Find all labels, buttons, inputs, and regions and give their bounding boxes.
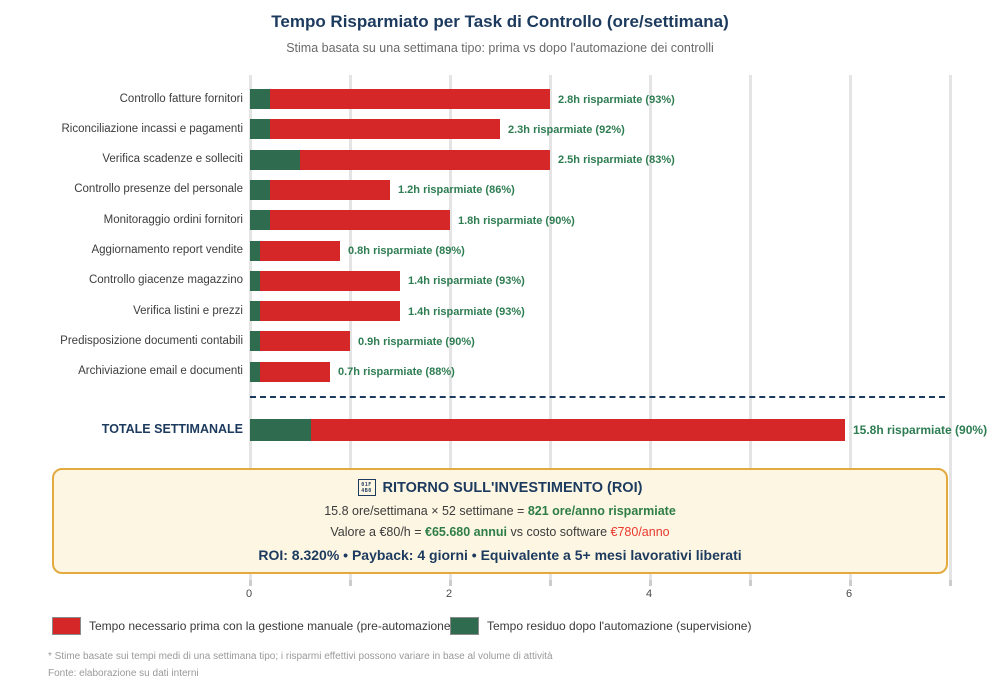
x-tickmark — [949, 580, 952, 586]
category-label: Aggiornamento report vendite — [91, 244, 243, 256]
category-label: Verifica listini e prezzi — [133, 304, 243, 317]
bar-annotation: 2.5h risparmiate (83%) — [558, 154, 675, 167]
bar-annotation: 1.4h risparmiate (93%) — [408, 305, 525, 318]
category-label: Archiviazione email e documenti — [78, 365, 243, 378]
category-label: Predisposizione documenti contabili — [60, 334, 243, 347]
roi-hours-highlight: 821 ore/anno risparmiate — [527, 503, 676, 518]
total-residual-segment — [250, 419, 311, 441]
x-tickmark — [749, 580, 752, 586]
x-tickmark — [849, 580, 852, 586]
x-gridline — [249, 75, 252, 580]
roi-heading-text: RITORNO SULL'INVESTIMENTO (ROI) — [382, 479, 643, 496]
bar-annotation: 0.7h risparmiate (88%) — [338, 366, 455, 379]
x-tickmark — [349, 580, 352, 586]
footnote-line-1: * Stime basate sui tempi medi di una set… — [48, 651, 553, 662]
bar-residual-segment — [250, 119, 270, 140]
legend-swatch-green — [450, 617, 479, 635]
x-tickmark — [649, 580, 652, 586]
bar-saved-segment — [260, 301, 400, 322]
bar-saved-segment — [270, 210, 450, 231]
x-tickmark — [549, 580, 552, 586]
category-label: Riconciliazione incassi e pagamenti — [61, 122, 243, 135]
roi-heading: 01F 4B0 RITORNO SULL'INVESTIMENTO (ROI) — [357, 479, 643, 497]
x-gridline — [449, 75, 452, 580]
bar-residual-segment — [250, 361, 260, 382]
category-label: Verifica scadenze e solleciti — [102, 153, 243, 166]
x-tick-label: 4 — [645, 588, 653, 600]
x-gridline — [849, 75, 852, 580]
bar-residual-segment — [250, 210, 270, 231]
tofu-hex-top: 01F — [361, 481, 372, 488]
bar-residual-segment — [250, 179, 270, 200]
total-row-label: TOTALE SETTIMANALE — [101, 422, 243, 436]
roi-callout-box: 01F 4B0 RITORNO SULL'INVESTIMENTO (ROI) … — [52, 468, 948, 574]
bar-annotation: 1.2h risparmiate (86%) — [398, 184, 515, 197]
bar-residual-segment — [250, 149, 300, 170]
roi-value-line: Valore a €80/h = €65.680 annui vs costo … — [330, 525, 669, 539]
bar-saved-segment — [270, 119, 500, 140]
x-gridline — [649, 75, 652, 580]
total-saved-segment — [310, 419, 845, 441]
bar-annotation: 0.9h risparmiate (90%) — [358, 335, 475, 348]
legend-item-after: Tempo residuo dopo l'automazione (superv… — [450, 617, 751, 635]
chart-title: Tempo Risparmiato per Task di Controllo … — [271, 12, 729, 31]
legend-swatch-red — [52, 617, 81, 635]
bar-saved-segment — [260, 270, 400, 291]
money-bag-missing-glyph-icon: 01F 4B0 — [357, 479, 376, 497]
bar-residual-segment — [250, 89, 270, 109]
x-gridline — [749, 75, 752, 580]
x-tick-label: 0 — [245, 588, 253, 600]
roi-value-mid: vs costo software — [507, 525, 611, 540]
category-label: Controllo giacenze magazzino — [88, 274, 243, 287]
bar-residual-segment — [250, 301, 260, 322]
bar-residual-segment — [250, 270, 260, 291]
roi-software-cost: €780/anno — [610, 525, 670, 540]
bar-annotation: 1.8h risparmiate (90%) — [458, 214, 575, 227]
legend-label-after: Tempo residuo dopo l'automazione (superv… — [487, 619, 752, 633]
tofu-hex-bottom: 4B0 — [361, 487, 372, 494]
bar-saved-segment — [300, 149, 550, 170]
roi-value-pre: Valore a €80/h = — [330, 525, 426, 540]
x-gridline — [349, 75, 352, 580]
roi-hours-pre: 15.8 ore/settimana × 52 settimane = — [324, 503, 528, 518]
category-label: Controllo presenze del personale — [74, 183, 243, 196]
x-tickmark — [449, 580, 452, 586]
chart-subtitle: Stima basata su una settimana tipo: prim… — [286, 41, 714, 55]
bar-saved-segment — [260, 240, 340, 261]
x-tick-label: 2 — [445, 588, 453, 600]
bar-annotation: 2.8h risparmiate (93%) — [558, 93, 675, 106]
bar-annotation: 0.8h risparmiate (89%) — [348, 245, 465, 257]
bar-residual-segment — [250, 331, 260, 352]
category-label: Monitoraggio ordini fornitori — [103, 213, 243, 226]
bar-annotation: 2.3h risparmiate (92%) — [508, 123, 625, 136]
bar-saved-segment — [260, 361, 330, 382]
total-divider-line — [250, 396, 945, 398]
bar-annotation: 1.4h risparmiate (93%) — [408, 275, 525, 288]
x-gridline — [549, 75, 552, 580]
legend-item-before: Tempo necessario prima con la gestione m… — [52, 617, 455, 635]
x-gridline — [949, 75, 952, 580]
footnote-line-2: Fonte: elaborazione su dati interni — [48, 668, 199, 679]
bar-saved-segment — [260, 331, 350, 352]
total-row-annotation: 15.8h risparmiate (90%) — [853, 423, 988, 437]
x-tickmark — [249, 580, 252, 586]
x-tick-label: 6 — [845, 588, 853, 600]
roi-summary-line: ROI: 8.320% • Payback: 4 giorni • Equiva… — [258, 546, 742, 563]
category-label: Controllo fatture fornitori — [119, 92, 243, 105]
bar-saved-segment — [270, 179, 390, 200]
bar-saved-segment — [270, 89, 550, 109]
bar-residual-segment — [250, 240, 260, 261]
roi-hours-line: 15.8 ore/settimana × 52 settimane = 821 … — [324, 504, 676, 518]
legend-label-before: Tempo necessario prima con la gestione m… — [89, 619, 455, 633]
roi-value-annual: €65.680 annui — [425, 525, 508, 540]
